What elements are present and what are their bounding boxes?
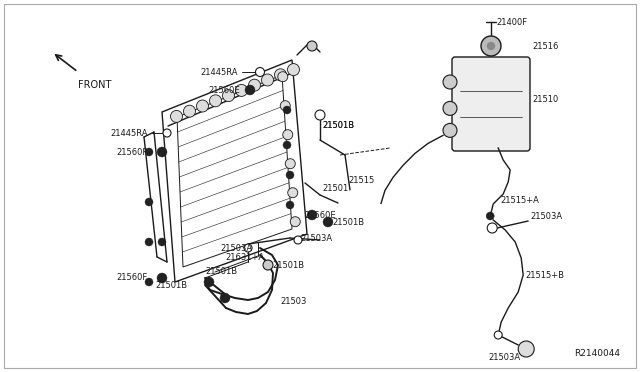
Circle shape <box>283 106 291 114</box>
Circle shape <box>518 341 534 357</box>
Circle shape <box>278 72 288 82</box>
Circle shape <box>494 331 502 339</box>
Circle shape <box>323 217 333 227</box>
Circle shape <box>145 238 153 246</box>
Circle shape <box>157 147 167 157</box>
Circle shape <box>275 69 287 81</box>
Circle shape <box>163 129 171 137</box>
Circle shape <box>223 90 234 102</box>
Circle shape <box>487 42 495 50</box>
Circle shape <box>248 79 260 91</box>
Circle shape <box>487 223 497 233</box>
Circle shape <box>209 95 221 107</box>
Circle shape <box>245 85 255 95</box>
Circle shape <box>315 110 325 120</box>
Circle shape <box>184 105 195 117</box>
Text: 21501B: 21501B <box>272 260 304 269</box>
Circle shape <box>283 141 291 149</box>
Circle shape <box>307 210 317 220</box>
Text: 21560F: 21560F <box>116 273 148 282</box>
Text: FRONT: FRONT <box>78 80 111 90</box>
Circle shape <box>486 212 494 220</box>
Circle shape <box>204 277 214 287</box>
Text: 21445RA: 21445RA <box>111 128 148 138</box>
Text: 21503A: 21503A <box>530 212 563 221</box>
Circle shape <box>244 244 252 252</box>
Text: 21560F: 21560F <box>116 148 148 157</box>
Text: 21515+A: 21515+A <box>500 196 539 205</box>
Circle shape <box>285 159 295 169</box>
Circle shape <box>145 278 153 286</box>
Text: 21631+A: 21631+A <box>225 253 264 263</box>
Circle shape <box>157 273 167 283</box>
Circle shape <box>443 102 457 115</box>
Text: 21400F: 21400F <box>496 17 527 26</box>
Circle shape <box>158 238 166 246</box>
Text: 21501B: 21501B <box>205 267 237 276</box>
Circle shape <box>286 201 294 209</box>
Circle shape <box>236 84 248 96</box>
Circle shape <box>170 110 182 122</box>
Circle shape <box>294 236 302 244</box>
Circle shape <box>287 64 300 76</box>
Text: 21516: 21516 <box>532 42 558 51</box>
Text: R2140044: R2140044 <box>574 350 620 359</box>
Text: 21515: 21515 <box>349 176 375 185</box>
Circle shape <box>283 130 292 140</box>
Text: 21503: 21503 <box>280 298 307 307</box>
Text: 21510: 21510 <box>532 95 558 104</box>
Circle shape <box>145 148 153 156</box>
Text: 21501: 21501 <box>322 183 348 192</box>
Circle shape <box>291 217 300 227</box>
Circle shape <box>481 36 501 56</box>
Text: 21503A: 21503A <box>488 353 520 362</box>
Circle shape <box>145 198 153 206</box>
Circle shape <box>288 188 298 198</box>
Text: 21503A: 21503A <box>300 234 332 243</box>
Text: 21560E: 21560E <box>209 86 240 94</box>
FancyBboxPatch shape <box>452 57 530 151</box>
Circle shape <box>196 100 209 112</box>
Circle shape <box>307 41 317 51</box>
Text: 21501B: 21501B <box>332 218 364 227</box>
Text: 21501B: 21501B <box>156 280 188 289</box>
Text: 21515+B: 21515+B <box>525 270 564 279</box>
Circle shape <box>262 74 273 86</box>
Circle shape <box>443 124 457 137</box>
Text: 21560E: 21560E <box>304 211 335 219</box>
Circle shape <box>255 67 264 77</box>
Circle shape <box>263 260 273 270</box>
Circle shape <box>220 293 230 303</box>
Text: 21503A: 21503A <box>220 244 252 253</box>
Circle shape <box>443 75 457 89</box>
Circle shape <box>280 101 291 111</box>
Circle shape <box>286 171 294 179</box>
Text: 21501B: 21501B <box>322 121 354 129</box>
Text: 21501B: 21501B <box>322 121 354 129</box>
Text: 21445RA: 21445RA <box>200 67 238 77</box>
